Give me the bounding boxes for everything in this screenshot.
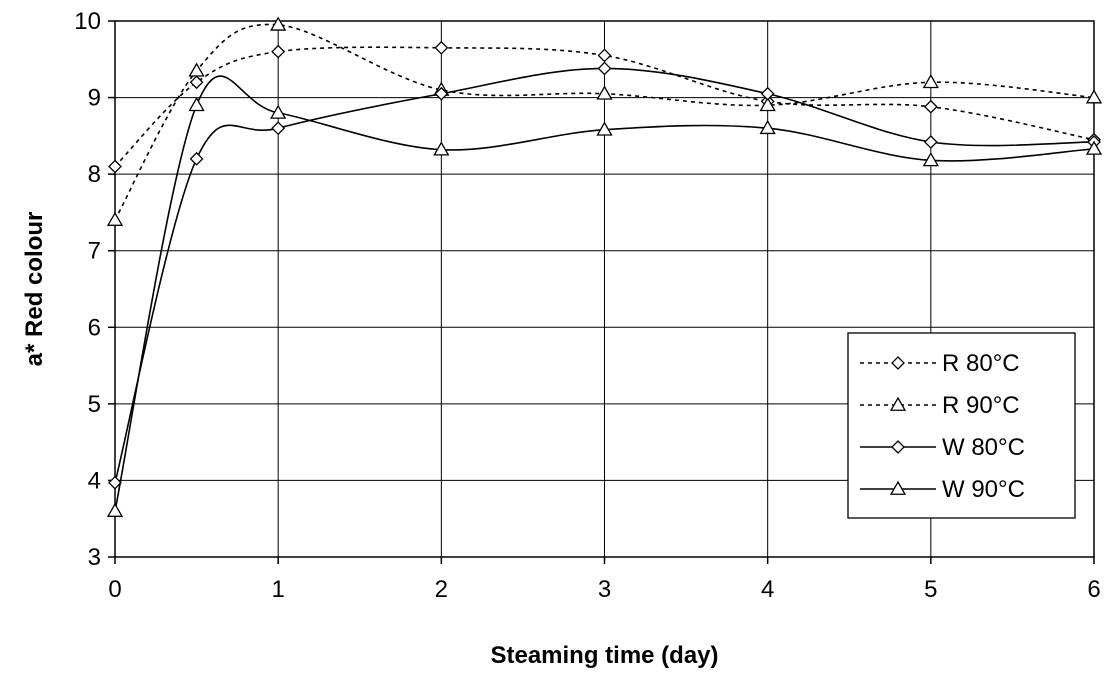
- data-point: [923, 99, 938, 114]
- series-line: [114, 75, 1095, 512]
- data-point: [922, 73, 939, 89]
- data-point: [596, 121, 613, 136]
- series-line: [114, 67, 1095, 483]
- series-2: [108, 61, 1101, 490]
- data-point: [1085, 89, 1103, 104]
- data-point: [760, 86, 775, 101]
- data-point: [759, 96, 776, 112]
- series-3: [106, 75, 1103, 517]
- data-point: [434, 86, 449, 101]
- data-point: [922, 152, 939, 167]
- data-point: [106, 211, 124, 226]
- x-tick-label: 1: [271, 576, 284, 603]
- data-point: [189, 75, 204, 90]
- legend-item: R 80°C: [860, 350, 1020, 377]
- legend-marker: [889, 396, 907, 411]
- x-axis-ticks: 0 1 2 3 4 5 6: [108, 557, 1101, 603]
- data-point: [433, 141, 450, 156]
- legend-item: W 90°C: [860, 476, 1025, 503]
- x-axis-title: Steaming time (day): [490, 642, 718, 669]
- legend-marker: [891, 440, 905, 454]
- legend-label: W 80°C: [942, 434, 1025, 461]
- legend-marker: [889, 480, 907, 495]
- data-point: [108, 475, 122, 490]
- legend-label: W 90°C: [942, 476, 1025, 503]
- x-tick-label: 0: [108, 576, 121, 603]
- data-point: [188, 96, 205, 112]
- data-point: [270, 104, 287, 119]
- y-tick-label: 8: [88, 161, 101, 188]
- legend-item: W 80°C: [860, 434, 1025, 461]
- data-point: [596, 85, 613, 100]
- y-tick-label: 5: [88, 391, 101, 418]
- data-point: [108, 159, 122, 174]
- y-axis-title: a* Red colour: [21, 212, 48, 367]
- data-point: [759, 119, 776, 135]
- y-tick-label: 4: [88, 467, 101, 494]
- series-line: [114, 46, 1095, 168]
- y-tick-label: 10: [74, 8, 101, 35]
- series-group: [106, 16, 1103, 517]
- legend-marker: [891, 356, 905, 370]
- y-tick-label: 9: [88, 85, 101, 112]
- y-axis-ticks: 3 4 5 6 7 8 9 10: [74, 8, 115, 571]
- data-point: [271, 44, 286, 59]
- y-tick-label: 3: [88, 544, 101, 571]
- x-tick-label: 3: [598, 576, 611, 603]
- x-tick-label: 4: [761, 576, 774, 603]
- y-tick-label: 6: [88, 314, 101, 341]
- data-point: [597, 48, 612, 63]
- x-tick-label: 5: [924, 576, 937, 603]
- data-point: [597, 61, 612, 76]
- data-point: [106, 502, 124, 517]
- data-point: [189, 151, 204, 166]
- legend-box: [847, 332, 1076, 519]
- y-tick-label: 7: [88, 238, 101, 265]
- legend: R 80°C R 90°C W 80°C W 90°C: [847, 332, 1076, 519]
- legend-label: R 90°C: [942, 392, 1020, 419]
- x-tick-label: 6: [1087, 576, 1100, 603]
- data-point: [271, 121, 286, 136]
- data-point: [188, 62, 205, 77]
- data-point: [923, 135, 938, 149]
- legend-label: R 80°C: [942, 350, 1020, 377]
- data-point: [270, 16, 287, 31]
- legend-item: R 90°C: [860, 392, 1020, 419]
- x-tick-label: 2: [435, 576, 448, 603]
- data-point: [434, 40, 449, 55]
- data-point: [1085, 140, 1103, 155]
